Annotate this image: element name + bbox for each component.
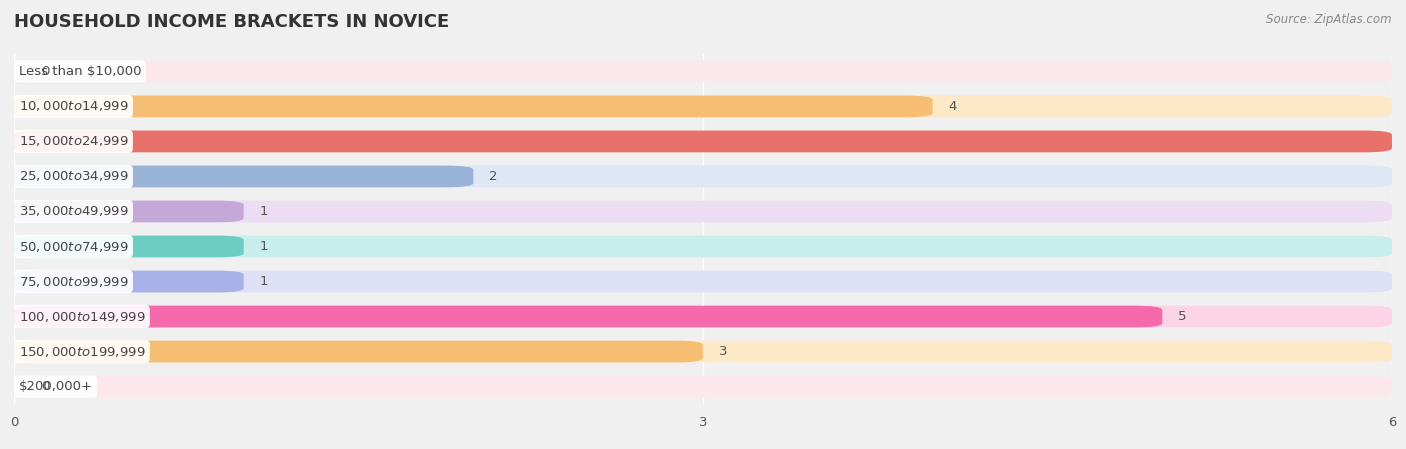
Text: 3: 3 (699, 416, 707, 429)
FancyBboxPatch shape (14, 131, 1392, 152)
Text: 0: 0 (10, 416, 18, 429)
Text: $25,000 to $34,999: $25,000 to $34,999 (18, 169, 128, 184)
Text: $150,000 to $199,999: $150,000 to $199,999 (18, 344, 145, 359)
Text: $15,000 to $24,999: $15,000 to $24,999 (18, 134, 128, 149)
Text: $75,000 to $99,999: $75,000 to $99,999 (18, 274, 128, 289)
Text: $10,000 to $14,999: $10,000 to $14,999 (18, 99, 128, 114)
Text: 0: 0 (42, 380, 51, 393)
Text: Source: ZipAtlas.com: Source: ZipAtlas.com (1267, 13, 1392, 26)
FancyBboxPatch shape (14, 201, 1392, 222)
Text: 1: 1 (260, 205, 269, 218)
FancyBboxPatch shape (14, 166, 474, 187)
FancyBboxPatch shape (14, 236, 243, 257)
FancyBboxPatch shape (14, 376, 1392, 397)
FancyBboxPatch shape (14, 96, 932, 117)
FancyBboxPatch shape (14, 131, 1392, 152)
FancyBboxPatch shape (14, 96, 1392, 117)
Text: $35,000 to $49,999: $35,000 to $49,999 (18, 204, 128, 219)
Text: Less than $10,000: Less than $10,000 (18, 65, 141, 78)
FancyBboxPatch shape (14, 306, 1392, 327)
FancyBboxPatch shape (14, 201, 243, 222)
Text: $100,000 to $149,999: $100,000 to $149,999 (18, 309, 145, 324)
Text: 0: 0 (42, 65, 51, 78)
FancyBboxPatch shape (14, 271, 243, 292)
Text: 4: 4 (949, 100, 957, 113)
FancyBboxPatch shape (14, 271, 1392, 292)
Text: 5: 5 (1178, 310, 1187, 323)
FancyBboxPatch shape (14, 236, 1392, 257)
Text: $200,000+: $200,000+ (18, 380, 93, 393)
Text: 6: 6 (1388, 416, 1396, 429)
Text: 2: 2 (489, 170, 498, 183)
Text: HOUSEHOLD INCOME BRACKETS IN NOVICE: HOUSEHOLD INCOME BRACKETS IN NOVICE (14, 13, 450, 31)
Text: 1: 1 (260, 275, 269, 288)
Text: 1: 1 (260, 240, 269, 253)
FancyBboxPatch shape (14, 166, 1392, 187)
Text: 3: 3 (718, 345, 727, 358)
FancyBboxPatch shape (14, 306, 1163, 327)
Text: $50,000 to $74,999: $50,000 to $74,999 (18, 239, 128, 254)
FancyBboxPatch shape (14, 61, 1392, 82)
FancyBboxPatch shape (14, 341, 703, 362)
FancyBboxPatch shape (14, 341, 1392, 362)
